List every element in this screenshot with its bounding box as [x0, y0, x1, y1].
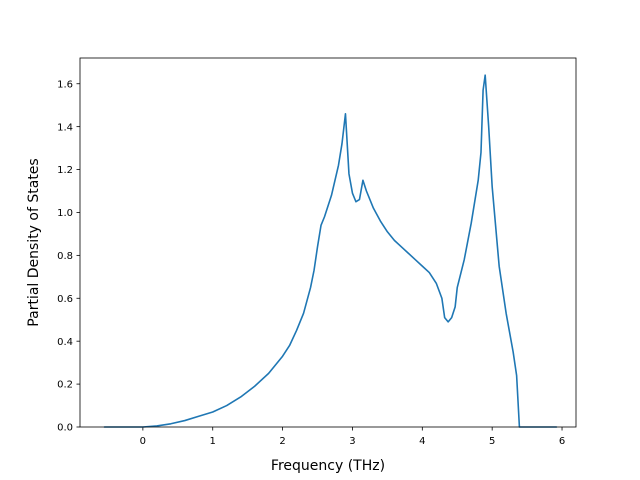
series-line: [103, 74, 558, 428]
y-tick-label: 1.6: [57, 79, 73, 90]
y-tick-label: 0.8: [57, 251, 73, 262]
x-axis-ticks: 0 1 2 3 4 5 6: [140, 427, 565, 447]
y-tick-label: 1.4: [57, 122, 73, 133]
x-tick-label: 6: [559, 436, 565, 447]
y-tick-label: 0.0: [57, 423, 73, 434]
x-tick-label: 4: [419, 436, 425, 447]
series-group: [103, 74, 558, 428]
x-axis-label: Frequency (THz): [271, 458, 385, 474]
x-tick-label: 1: [210, 436, 216, 447]
plot-border: [79, 57, 577, 428]
plot-frame: [80, 58, 576, 427]
x-tick-label: 5: [489, 436, 495, 447]
y-tick-label: 1.2: [57, 165, 73, 176]
y-tick-label: 0.2: [57, 380, 73, 391]
y-tick-label: 0.6: [57, 294, 73, 305]
x-tick-label: 2: [279, 436, 285, 447]
y-axis-label: Partial Density of States: [26, 158, 42, 326]
y-tick-label: 0.4: [57, 337, 73, 348]
y-tick-label: 1.0: [57, 208, 73, 219]
plot-area: 0 1 2 3 4 5 6 0.0 0.2 0.4 0.6 0.8 1.0 1.2 1.4 1.6: [57, 57, 577, 447]
x-tick-label: 3: [349, 436, 355, 447]
x-tick-label: 0: [140, 436, 146, 447]
y-axis-ticks: 0.0 0.2 0.4 0.6 0.8 1.0 1.2 1.4 1.6: [57, 79, 80, 434]
